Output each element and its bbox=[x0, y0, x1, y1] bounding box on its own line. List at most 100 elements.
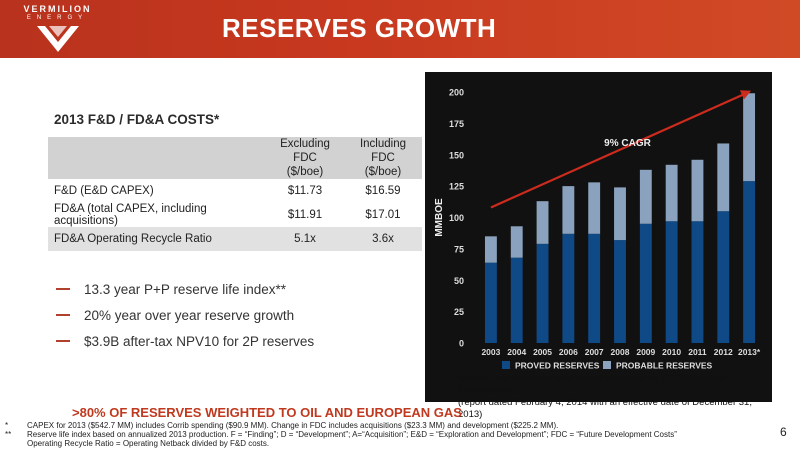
costs-header-blank bbox=[48, 137, 266, 179]
bar-probable bbox=[665, 164, 678, 222]
costs-row-excluding: $11.91 bbox=[287, 209, 323, 221]
footnote-mark: * bbox=[5, 421, 9, 430]
bar-probable bbox=[562, 186, 575, 234]
bar-proved bbox=[743, 181, 756, 343]
reserves-chart: 0 25 50 75 100 125 150 175 200 MMBOE 2003 2004 2005 2… bbox=[425, 72, 772, 402]
footnote-recycle: Operating Recycle Ratio = Operating Netb… bbox=[27, 439, 269, 448]
costs-header-excluding-line1: Excluding FDC bbox=[280, 138, 330, 164]
bullet-text: $3.9B after-tax NPV10 for 2P reserves bbox=[84, 333, 315, 349]
header-band bbox=[0, 0, 800, 58]
costs-row-excluding: $11.73 bbox=[287, 185, 323, 197]
footnote-text: CAPEX for 2013 ($542.7 MM) includes Corr… bbox=[27, 421, 559, 430]
y-tick-label: 75 bbox=[454, 244, 464, 254]
cagr-annotation: 9% CAGR bbox=[604, 138, 651, 149]
costs-row-label: FD&A Operating Recycle Ratio bbox=[54, 233, 212, 245]
dash-bullet-icon bbox=[56, 340, 70, 342]
logo-wordmark: VERMILION bbox=[23, 4, 92, 14]
bar-probable bbox=[484, 236, 497, 263]
y-tick-label: 50 bbox=[454, 276, 464, 286]
costs-section-title: 2013 F&D / FD&A COSTS* bbox=[54, 112, 220, 127]
x-tick-label: 2010 bbox=[662, 347, 681, 357]
chart-note-line2: (report dated February 4, 2014 with an e… bbox=[458, 397, 752, 420]
trend-arrowhead-icon bbox=[739, 90, 752, 100]
reserves-chart-svg: 0 25 50 75 100 125 150 175 200 MMBOE 2003 2004 2005 2… bbox=[434, 88, 761, 371]
y-tick-label: 200 bbox=[449, 88, 464, 98]
costs-header-excluding: Excluding FDC ($/boe) bbox=[266, 137, 344, 179]
bar-probable bbox=[536, 201, 549, 244]
costs-row-including: $17.01 bbox=[365, 209, 401, 221]
company-logo: VERMILION ENERGY bbox=[10, 4, 105, 54]
chart-note: *Proved and Probable reserves as evaluat… bbox=[458, 373, 776, 421]
bar-proved bbox=[639, 223, 652, 343]
costs-row-recycle: FD&A Operating Recycle Ratio 5.1x 3.6x bbox=[48, 227, 422, 251]
costs-row-label: FD&A (total CAPEX, including acquisition… bbox=[54, 203, 207, 227]
trend-arrow-line bbox=[490, 92, 746, 209]
chart-note-line1: *Proved and Probable reserves as evaluat… bbox=[458, 373, 726, 396]
y-tick-label: 100 bbox=[449, 213, 464, 223]
footnote-mark: ** bbox=[5, 430, 12, 439]
bar-probable bbox=[639, 169, 652, 224]
bar-proved bbox=[691, 221, 704, 343]
x-tick-label: 2006 bbox=[559, 347, 578, 357]
bar-probable bbox=[614, 187, 626, 241]
y-tick-label: 150 bbox=[449, 150, 464, 160]
y-axis-label: MMBOE bbox=[434, 198, 445, 237]
y-tick-label: 125 bbox=[449, 182, 464, 192]
costs-header-including: Including FDC ($/boe) bbox=[344, 137, 422, 179]
costs-header-including-line1: Including FDC bbox=[359, 138, 407, 164]
costs-table-header-row: Excluding FDC ($/boe) Including FDC ($/b… bbox=[48, 137, 422, 179]
costs-row-including: $16.59 bbox=[365, 185, 401, 197]
x-tick-label: 2011 bbox=[688, 347, 707, 357]
bar-probable bbox=[510, 226, 523, 258]
oil-gas-callout: >80% OF RESERVES WEIGHTED TO OIL AND EUR… bbox=[72, 405, 462, 420]
costs-table: Excluding FDC ($/boe) Including FDC ($/b… bbox=[48, 137, 422, 251]
logo-tagline: ENERGY bbox=[26, 15, 89, 21]
footnote-text: Reserve life index based on annualized 2… bbox=[27, 430, 677, 439]
dash-bullet-icon bbox=[56, 288, 70, 290]
legend-swatch-probable bbox=[603, 361, 611, 369]
bar-proved bbox=[536, 243, 549, 343]
y-tick-label: 175 bbox=[449, 119, 464, 129]
bar-proved bbox=[614, 240, 626, 343]
x-tick-label: 2004 bbox=[507, 347, 526, 357]
costs-row-including: 3.6x bbox=[372, 233, 394, 245]
list-item: 20% year over year reserve growth bbox=[56, 302, 314, 328]
y-tick-label: 0 bbox=[459, 339, 464, 349]
bar-proved bbox=[588, 233, 601, 343]
bar-proved bbox=[562, 233, 575, 343]
bar-proved bbox=[717, 211, 730, 343]
legend-swatch-proved bbox=[502, 361, 510, 369]
x-tick-label: 2007 bbox=[585, 347, 604, 357]
page-title: RESERVES GROWTH bbox=[222, 13, 497, 43]
x-tick-label: 2012 bbox=[714, 347, 733, 357]
costs-row-excluding: 5.1x bbox=[294, 233, 316, 245]
x-tick-label: 2005 bbox=[533, 347, 552, 357]
bar-probable bbox=[743, 93, 756, 182]
x-tick-label: 2009 bbox=[636, 347, 655, 357]
y-tick-label: 25 bbox=[454, 307, 464, 317]
costs-header-including-line2: ($/boe) bbox=[364, 166, 402, 178]
bullet-text: 20% year over year reserve growth bbox=[84, 307, 295, 323]
dash-bullet-icon bbox=[56, 314, 70, 316]
legend-label-proved: PROVED RESERVES bbox=[515, 361, 600, 371]
footer-band bbox=[0, 419, 800, 450]
costs-row-label: F&D (E&D CAPEX) bbox=[54, 185, 154, 197]
vermilion-emblem-icon bbox=[37, 26, 79, 52]
costs-row-fd: F&D (E&D CAPEX) $11.73 $16.59 bbox=[48, 179, 422, 203]
bar-proved bbox=[510, 257, 523, 343]
bar-proved bbox=[484, 262, 497, 343]
bar-proved bbox=[665, 221, 678, 343]
bar-probable bbox=[717, 143, 730, 212]
highlights-list: 13.3 year P+P reserve life index** 20% y… bbox=[56, 276, 314, 354]
x-tick-label: 2003 bbox=[481, 347, 500, 357]
bullet-text: 13.3 year P+P reserve life index** bbox=[84, 281, 286, 297]
list-item: $3.9B after-tax NPV10 for 2P reserves bbox=[56, 328, 314, 354]
costs-header-excluding-line2: ($/boe) bbox=[286, 166, 324, 178]
x-tick-label: 2008 bbox=[611, 347, 630, 357]
list-item: 13.3 year P+P reserve life index** bbox=[56, 276, 314, 302]
costs-row-fda: FD&A (total CAPEX, including acquisition… bbox=[48, 203, 422, 227]
footnote-text: Operating Recycle Ratio = Operating Netb… bbox=[27, 439, 270, 448]
page-number: 6 bbox=[780, 425, 787, 439]
bar-probable bbox=[588, 182, 601, 234]
legend-label-probable: PROBABLE RESERVES bbox=[616, 361, 713, 371]
